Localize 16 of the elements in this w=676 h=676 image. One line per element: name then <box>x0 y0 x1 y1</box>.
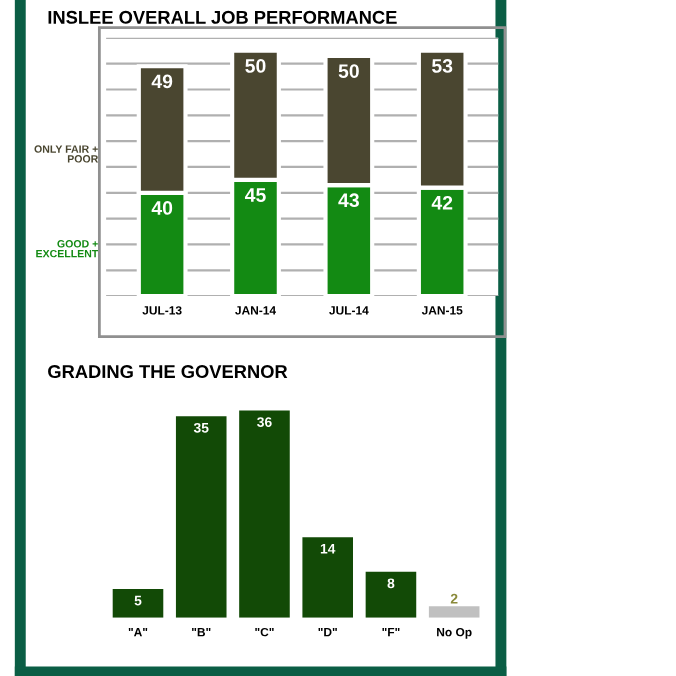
bar <box>112 589 164 618</box>
chart-title: GRADING THE GOVERNOR <box>48 365 288 379</box>
data-label: 45 <box>244 188 266 202</box>
bar <box>428 606 480 618</box>
data-label: 42 <box>431 195 453 210</box>
chart-title: INSLEE OVERALL JOB PERFORMANCE <box>48 10 397 24</box>
bar <box>302 537 353 618</box>
bar <box>175 416 227 618</box>
data-label: 43 <box>338 193 359 208</box>
data-label: 40 <box>151 201 173 215</box>
data-label: 53 <box>431 59 453 73</box>
bar <box>365 571 417 618</box>
data-label: 49 <box>151 74 173 89</box>
data-label: 50 <box>245 59 266 73</box>
bar <box>239 410 290 618</box>
data-label: 50 <box>338 64 359 78</box>
